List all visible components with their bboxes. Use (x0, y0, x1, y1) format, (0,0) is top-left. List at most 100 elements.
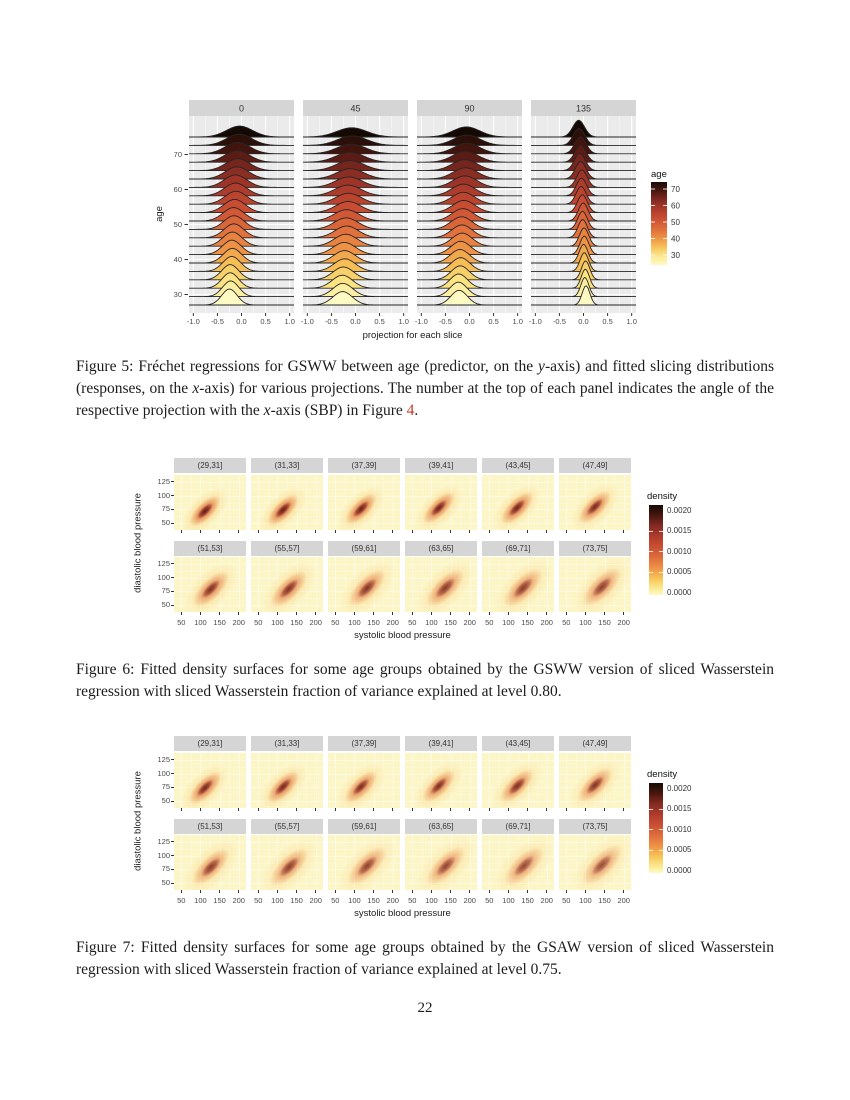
figure5-ridgeline-plot: age 30 40 50 60 70 0 -1.0 -0.5 0.0 0.5 1.0 45 -1.0 -0.… (140, 88, 750, 354)
density-grid-major (546, 557, 548, 612)
density-grid-minor (306, 835, 308, 890)
density-legend-tick (659, 571, 663, 573)
figure7-density-plot: diastolic blood pressure 125 100 75 50 125 100… (133, 730, 750, 925)
fig5-ridge (303, 127, 408, 138)
density-legend-tick (649, 829, 653, 830)
density-grid-minor (251, 766, 323, 768)
fig5-legend-label: 60 (671, 202, 680, 211)
density-grid-major (412, 557, 414, 612)
density-facet-strip: (51,53] (174, 819, 246, 834)
density-x-tick-mark (199, 890, 201, 893)
density-grid-major (559, 801, 631, 803)
density-grid-minor (190, 835, 192, 890)
density-grid-major (335, 475, 337, 530)
density-grid-minor (267, 835, 269, 890)
density-grid-major (623, 475, 625, 530)
density-facet-strip: (59,61] (328, 819, 400, 834)
density-x-tick-label: 150 (367, 618, 380, 627)
density-grid-minor (498, 475, 500, 530)
fig5-facet-strip-label: 135 (576, 104, 591, 114)
density-legend-bar (649, 505, 663, 595)
density-facet-strip-label: (51,53] (197, 822, 223, 831)
density-x-tick-label: 150 (521, 896, 534, 905)
density-x-tick-label: 100 (194, 896, 207, 905)
density-panel (405, 475, 477, 530)
density-grid-minor (559, 488, 631, 490)
density-facet-strip-label: (43,45] (505, 461, 531, 470)
fig5-x-tick-label: 0.5 (374, 317, 384, 326)
density-x-tick-mark (584, 612, 586, 615)
fig5-ridge (303, 209, 408, 222)
density-facet-strip: (69,71] (482, 819, 554, 834)
density-grid-minor (421, 753, 423, 808)
density-facet-strip: (37,39] (328, 458, 400, 473)
density-grid-major (559, 883, 631, 885)
fig5-ridge (417, 240, 522, 256)
density-y-tick-mark (171, 522, 174, 524)
density-x-tick-label: 50 (177, 896, 186, 905)
density-y-tick-label: 75 (161, 782, 170, 792)
density-grid-major (181, 835, 183, 890)
caption-text-segment: -axis) and fitted slicing distributions … (76, 358, 774, 397)
density-legend-tick (659, 551, 663, 552)
caption-text-segment: Figure 7: Fitted density surfaces for so… (76, 939, 774, 978)
fig5-x-tick-label: 0.0 (464, 317, 474, 326)
density-grid-minor (251, 570, 323, 572)
density-panel (251, 475, 323, 530)
density-grid-major (258, 753, 260, 808)
figure7-caption: Figure 7: Fitted density surfaces for so… (76, 937, 774, 981)
density-x-tick-mark (373, 530, 375, 533)
density-grid-major (328, 883, 400, 885)
density-grid-minor (537, 753, 539, 808)
density-panel (405, 835, 477, 890)
density-y-tick-label: 125 (157, 558, 170, 568)
fig5-x-tick-label: 1.0 (626, 317, 636, 326)
density-y-tick-mark (171, 882, 174, 884)
density-x-tick-label: 50 (177, 618, 186, 627)
fig5-x-tick-label: 0.5 (602, 317, 612, 326)
density-grid-major (405, 883, 477, 885)
density-legend-label: 0.0015 (667, 526, 692, 535)
density-grid-major (559, 605, 631, 607)
density-facet-strip: (59,61] (328, 541, 400, 556)
density-x-tick-mark (392, 530, 394, 533)
density-grid-major (335, 557, 337, 612)
density-grid-minor (344, 835, 346, 890)
density-grid-major (315, 557, 317, 612)
density-facet-strip-label: (31,33] (274, 739, 300, 748)
density-grid-major (405, 759, 477, 761)
density-y-tick-mark (171, 604, 174, 606)
density-x-tick-label: 200 (309, 896, 322, 905)
density-grid-major (405, 801, 477, 803)
density-x-tick-mark (276, 530, 278, 533)
fig5-ridge (189, 141, 294, 155)
density-x-tick-label: 200 (617, 618, 630, 627)
density-x-tick-mark (604, 890, 606, 893)
density-x-tick-label: 100 (194, 618, 207, 627)
density-x-tick-mark (238, 530, 240, 533)
density-x-tick-mark (219, 808, 221, 811)
fig5-ridge (189, 125, 294, 138)
density-legend-tick (659, 849, 663, 851)
figure4-reference-link[interactable]: 4 (406, 402, 415, 419)
density-facet-strip-label: (47,49] (582, 461, 608, 470)
density-grid-major (559, 563, 631, 565)
density-x-tick-label: 200 (232, 618, 245, 627)
density-grid-minor (537, 475, 539, 530)
density-legend-tick (649, 808, 653, 810)
density-x-tick-mark (373, 890, 375, 893)
density-facet-strip: (63,65] (405, 819, 477, 834)
density-x-tick-mark (411, 612, 413, 615)
density-grid-major (315, 475, 317, 530)
density-grid-major (335, 753, 337, 808)
density-facet-strip: (73,75] (559, 819, 631, 834)
density-facet-strip-label: (29,31] (197, 739, 223, 748)
density-x-tick-mark (507, 530, 509, 533)
density-x-tick-mark (353, 808, 355, 811)
fig5-ridge (417, 134, 522, 146)
density-grid-major (328, 481, 400, 483)
density-legend-label: 0.0000 (667, 865, 692, 875)
fig5-ridges (531, 119, 636, 306)
density-x-tick-mark (334, 530, 336, 533)
density-y-tick-mark (171, 786, 174, 788)
